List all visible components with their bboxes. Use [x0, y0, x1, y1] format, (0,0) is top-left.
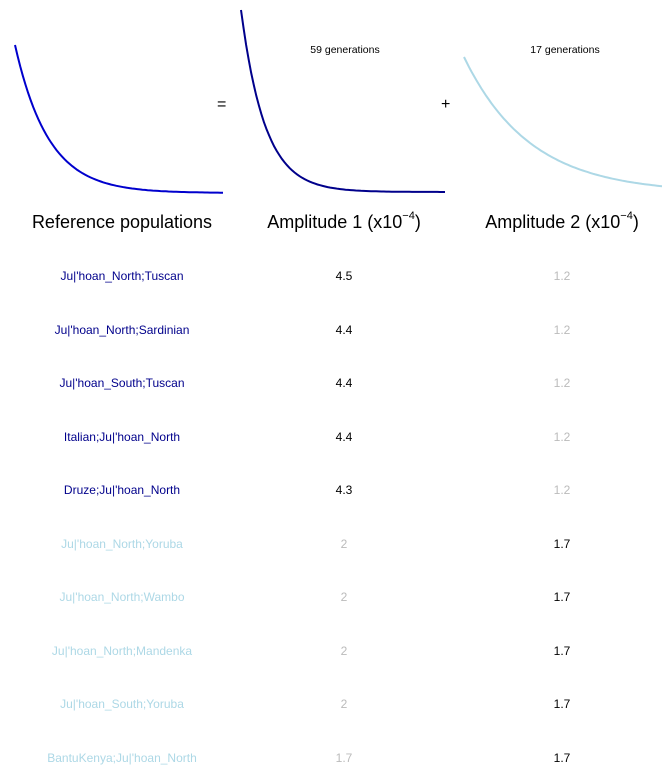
- population-label: Druze;Ju|'hoan_North: [63, 483, 181, 497]
- population-label: BantuKenya;Ju|'hoan_North: [47, 750, 197, 765]
- plus-sign: +: [441, 96, 451, 113]
- population-label: Ju|'hoan_South;Tuscan: [59, 376, 185, 390]
- population-label: Italian;Ju|'hoan_North: [63, 429, 181, 444]
- amplitude-1-value: 4.4: [335, 429, 353, 444]
- amplitude-2-value: 1.2: [553, 483, 571, 497]
- amplitude-1-header: Amplitude 1 (x10−4): [267, 210, 421, 232]
- population-label: Ju|'hoan_North;Tuscan: [60, 269, 184, 283]
- component-1-decay-curve: [240, 9, 445, 193]
- amplitude-2-value: 1.2: [553, 322, 571, 337]
- amplitude-2-value: 1.2: [553, 376, 571, 390]
- amplitude-1-value: 4.4: [335, 322, 353, 337]
- amplitude-1-value: 4.4: [335, 376, 353, 390]
- amplitude-1-value: 2: [340, 697, 348, 711]
- amplitude-2-header: Amplitude 2 (x10−4): [485, 210, 639, 232]
- amplitude-1-value: 1.7: [335, 750, 353, 765]
- population-label: Ju|'hoan_North;Wambo: [59, 590, 185, 604]
- amplitude-2-value: 1.2: [553, 429, 571, 444]
- amplitude-1-value: 2: [340, 590, 348, 604]
- amplitude-1-value: 2: [340, 643, 348, 658]
- component-1-generations-label: 59 generations: [310, 44, 380, 56]
- population-label: Ju|'hoan_North;Mandenka: [51, 643, 193, 658]
- amplitude-2-value: 1.2: [553, 269, 571, 283]
- amplitude-2-value: 1.7: [553, 590, 571, 604]
- amplitude-1-value: 2: [340, 536, 348, 551]
- population-label: Ju|'hoan_North;Sardinian: [54, 322, 190, 337]
- amplitude-1-value: 4.5: [335, 269, 353, 283]
- population-label: Ju|'hoan_North;Yoruba: [61, 536, 183, 551]
- total-decay-curve: [14, 44, 223, 194]
- population-label: Ju|'hoan_South;Yoruba: [60, 697, 184, 711]
- component-2-decay-curve: [463, 56, 662, 188]
- component-2-generations-label: 17 generations: [530, 44, 600, 56]
- amplitude-2-value: 1.7: [553, 643, 571, 658]
- equals-sign: =: [217, 96, 227, 113]
- amplitude-2-value: 1.7: [553, 750, 571, 765]
- reference-populations-header: Reference populations: [31, 212, 213, 232]
- amplitude-2-value: 1.7: [553, 536, 571, 551]
- amplitude-1-value: 4.3: [335, 483, 353, 497]
- decay-curves: [14, 9, 662, 194]
- amplitude-2-value: 1.7: [553, 697, 571, 711]
